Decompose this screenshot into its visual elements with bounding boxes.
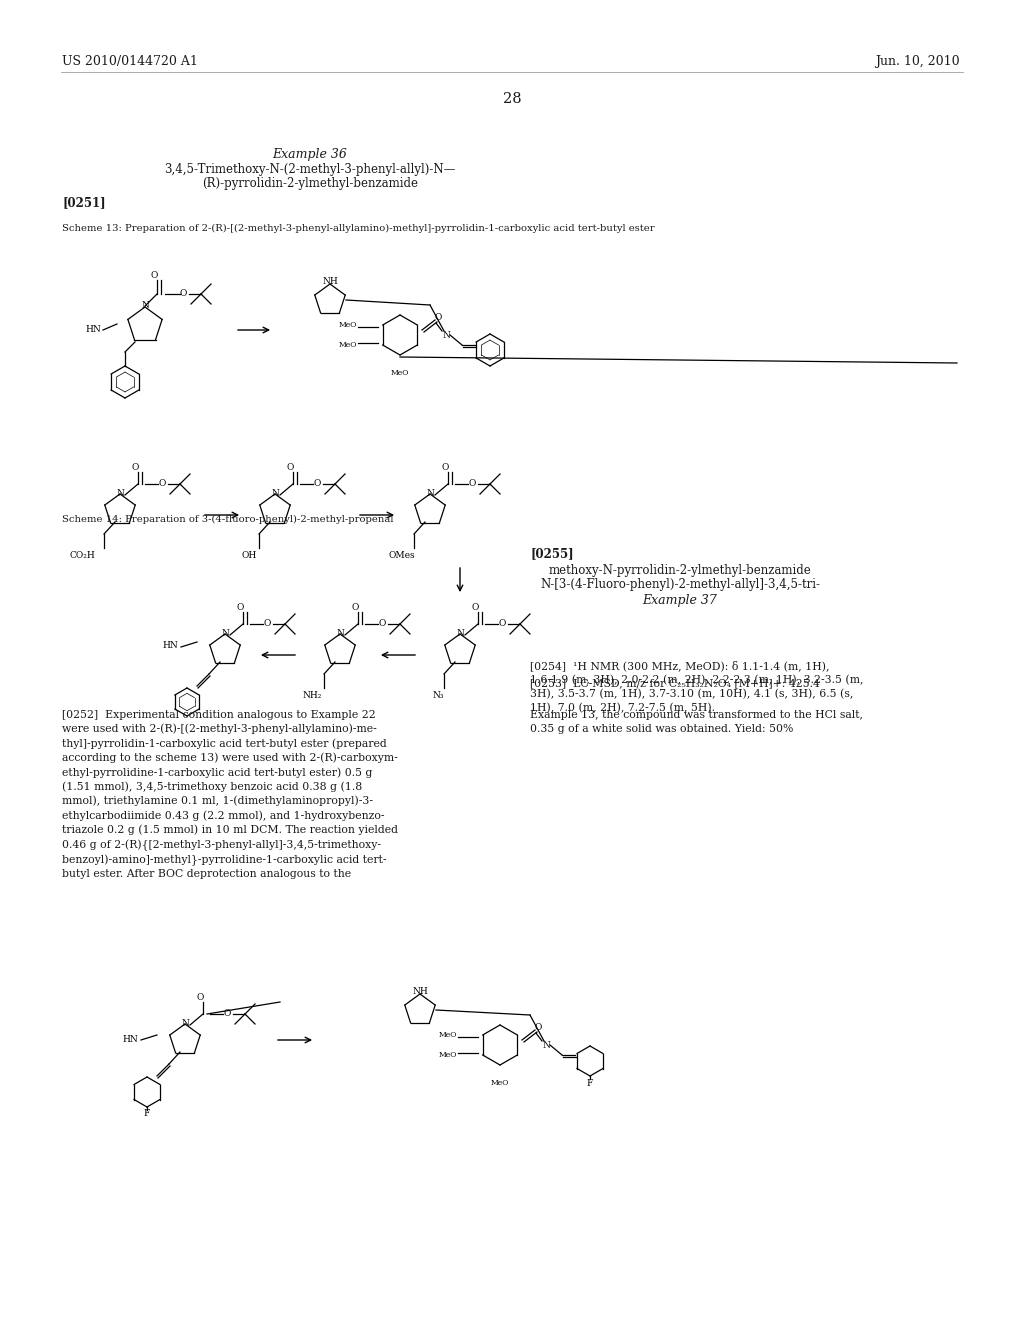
Text: F: F — [587, 1078, 593, 1088]
Text: HN: HN — [162, 640, 178, 649]
Text: [0253]  LC-MSD, m/z for C₂₅H₃₂N₂O₄ [M+H]+: 425.4: [0253] LC-MSD, m/z for C₂₅H₃₂N₂O₄ [M+H]+… — [530, 678, 820, 688]
Text: O: O — [471, 602, 478, 611]
Text: O: O — [351, 602, 358, 611]
Text: O: O — [468, 479, 476, 487]
Text: OMes: OMes — [389, 552, 416, 561]
Text: 28: 28 — [503, 92, 521, 106]
Text: O: O — [378, 619, 386, 627]
Text: O: O — [287, 462, 294, 471]
Text: O: O — [535, 1023, 542, 1031]
Text: N: N — [426, 488, 434, 498]
Text: HN: HN — [122, 1035, 138, 1044]
Text: MeO: MeO — [439, 1051, 457, 1059]
Text: NH₂: NH₂ — [302, 692, 322, 701]
Text: Scheme 14: Preparation of 3-(4-fluoro-phenyl)-2-methyl-propenal: Scheme 14: Preparation of 3-(4-fluoro-ph… — [62, 515, 393, 524]
Text: O: O — [263, 619, 270, 627]
Text: [0255]: [0255] — [530, 546, 573, 560]
Text: [0254]  ¹H NMR (300 MHz, MeOD): δ 1.1-1.4 (m, 1H),
1.6-1.9 (m, 3H), 2.0-2.2 (m, : [0254] ¹H NMR (300 MHz, MeOD): δ 1.1-1.4… — [530, 660, 863, 713]
Text: N: N — [116, 488, 124, 498]
Text: NH: NH — [323, 277, 338, 286]
Text: N: N — [141, 301, 148, 309]
Text: OH: OH — [242, 552, 257, 561]
Text: N-[3-(4-Fluoro-phenyl)-2-methyl-allyl]-3,4,5-tri-: N-[3-(4-Fluoro-phenyl)-2-methyl-allyl]-3… — [540, 578, 820, 591]
Text: 3,4,5-Trimethoxy-N-(2-methyl-3-phenyl-allyl)-N—: 3,4,5-Trimethoxy-N-(2-methyl-3-phenyl-al… — [164, 162, 456, 176]
Text: N: N — [271, 488, 279, 498]
Text: Example 13, the compound was transformed to the HCl salt,
0.35 g of a white soli: Example 13, the compound was transformed… — [530, 710, 863, 734]
Text: (R)-pyrrolidin-2-ylmethyl-benzamide: (R)-pyrrolidin-2-ylmethyl-benzamide — [202, 177, 418, 190]
Text: N₃: N₃ — [432, 692, 443, 701]
Text: MeO: MeO — [490, 1078, 509, 1086]
Text: N: N — [442, 330, 450, 339]
Text: N: N — [336, 628, 344, 638]
Text: N: N — [542, 1040, 550, 1049]
Text: NH: NH — [412, 987, 428, 997]
Text: methoxy-N-pyrrolidin-2-ylmethyl-benzamide: methoxy-N-pyrrolidin-2-ylmethyl-benzamid… — [549, 564, 811, 577]
Text: MeO: MeO — [339, 341, 357, 348]
Text: Scheme 13: Preparation of 2-(R)-[(2-methyl-3-phenyl-allylamino)-methyl]-pyrrolid: Scheme 13: Preparation of 2-(R)-[(2-meth… — [62, 224, 654, 234]
Text: F: F — [143, 1110, 151, 1118]
Text: N: N — [181, 1019, 189, 1027]
Text: O: O — [313, 479, 321, 487]
Text: MeO: MeO — [439, 1031, 457, 1039]
Text: O: O — [237, 602, 244, 611]
Text: O: O — [179, 289, 186, 297]
Text: Example 36: Example 36 — [272, 148, 347, 161]
Text: O: O — [197, 993, 204, 1002]
Text: N: N — [456, 628, 464, 638]
Text: O: O — [151, 271, 158, 280]
Text: US 2010/0144720 A1: US 2010/0144720 A1 — [62, 55, 198, 69]
Text: CO₂H: CO₂H — [70, 552, 95, 561]
Text: O: O — [441, 462, 449, 471]
Text: [0251]: [0251] — [62, 195, 105, 209]
Text: O: O — [159, 479, 166, 487]
Text: Example 37: Example 37 — [643, 594, 718, 607]
Text: MeO: MeO — [339, 321, 357, 329]
Text: MeO: MeO — [391, 370, 410, 378]
Text: O: O — [434, 313, 441, 322]
Text: HN: HN — [85, 326, 101, 334]
Text: Jun. 10, 2010: Jun. 10, 2010 — [876, 55, 961, 69]
Text: O: O — [499, 619, 506, 627]
Text: [0252]  Experimental condition analogous to Example 22
were used with 2-(R)-[(2-: [0252] Experimental condition analogous … — [62, 710, 398, 879]
Text: N: N — [221, 628, 229, 638]
Text: O: O — [223, 1008, 230, 1018]
Text: O: O — [131, 462, 138, 471]
